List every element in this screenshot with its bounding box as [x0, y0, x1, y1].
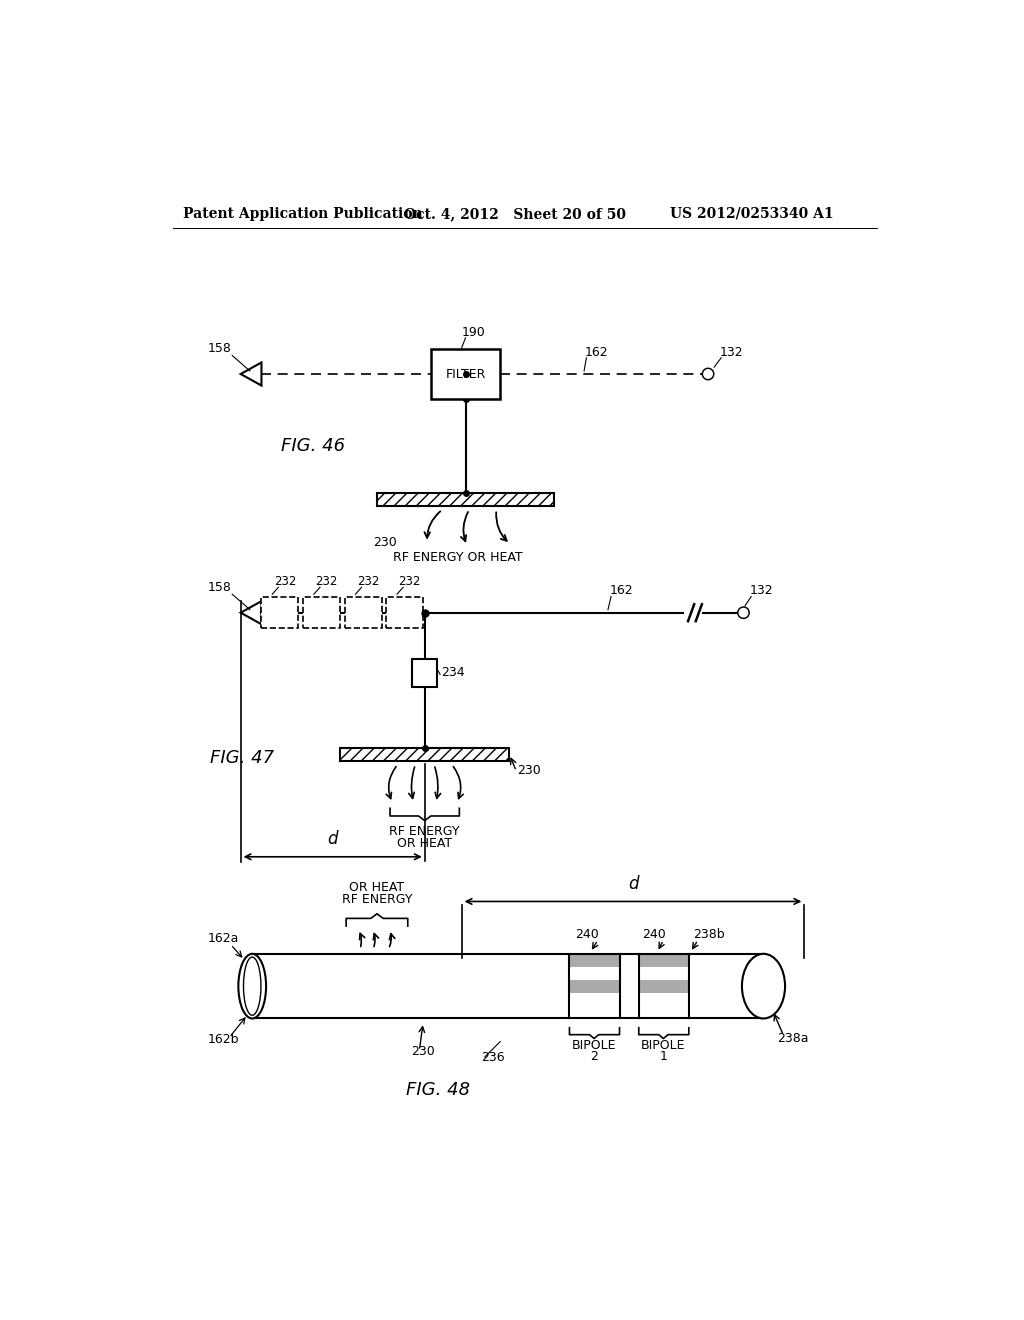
Bar [569, 966, 620, 979]
Ellipse shape [249, 977, 255, 995]
Text: 234: 234 [441, 665, 465, 678]
Text: OR HEAT: OR HEAT [349, 882, 404, 895]
Ellipse shape [245, 962, 259, 1010]
Circle shape [739, 609, 748, 616]
Text: 162: 162 [585, 346, 608, 359]
Text: BIPOLE: BIPOLE [641, 1039, 686, 1052]
Bar [639, 979, 689, 993]
Bar [639, 954, 689, 1019]
Text: 230: 230 [373, 536, 397, 549]
Bar [569, 954, 620, 966]
Bar [261, 598, 298, 628]
Text: 230: 230 [412, 1045, 435, 1059]
Text: 238b: 238b [692, 928, 724, 941]
Ellipse shape [239, 954, 266, 1019]
Bar [340, 748, 509, 760]
Text: 162a: 162a [208, 932, 239, 945]
Text: US 2012/0253340 A1: US 2012/0253340 A1 [670, 207, 834, 220]
Text: d: d [328, 830, 338, 849]
Text: FIG. 47: FIG. 47 [210, 748, 274, 767]
Bar [345, 598, 381, 627]
Bar [377, 494, 554, 506]
Bar [431, 348, 500, 399]
Text: RF ENERGY OR HEAT: RF ENERGY OR HEAT [393, 552, 522, 564]
Bar [386, 598, 423, 628]
Text: 162b: 162b [208, 1034, 239, 1047]
Text: 240: 240 [575, 928, 599, 941]
Text: 238a: 238a [777, 1032, 809, 1044]
Text: 240: 240 [643, 928, 667, 941]
Bar [387, 598, 422, 627]
Text: 236: 236 [481, 1051, 505, 1064]
Text: FILTER: FILTER [445, 367, 485, 380]
Bar [303, 598, 340, 628]
Text: 232: 232 [315, 576, 338, 587]
Bar [639, 966, 689, 979]
Text: OR HEAT: OR HEAT [397, 837, 453, 850]
Text: 132: 132 [750, 585, 773, 597]
Ellipse shape [244, 957, 261, 1015]
Text: 132: 132 [720, 346, 743, 359]
Text: 230: 230 [517, 764, 541, 776]
Text: 1: 1 [659, 1051, 668, 1063]
Bar [413, 659, 437, 686]
Text: BIPOLE: BIPOLE [571, 1039, 616, 1052]
Bar [304, 598, 339, 627]
Bar [639, 993, 689, 1006]
Text: 190: 190 [462, 326, 485, 338]
Bar [569, 979, 620, 993]
Bar [569, 954, 620, 1019]
Text: Oct. 4, 2012   Sheet 20 of 50: Oct. 4, 2012 Sheet 20 of 50 [403, 207, 626, 220]
Text: 162: 162 [609, 585, 633, 597]
Text: 158: 158 [208, 581, 231, 594]
Text: Patent Application Publication: Patent Application Publication [183, 207, 423, 220]
Ellipse shape [247, 969, 258, 1005]
Bar [345, 598, 382, 628]
Bar [569, 993, 620, 1006]
Text: d: d [628, 875, 638, 894]
Bar [639, 954, 689, 966]
Text: 232: 232 [273, 576, 296, 587]
Circle shape [703, 370, 713, 379]
Text: RF ENERGY: RF ENERGY [389, 825, 460, 838]
Bar [262, 598, 298, 627]
Text: 232: 232 [398, 576, 421, 587]
Text: FIG. 48: FIG. 48 [407, 1081, 471, 1100]
Text: 158: 158 [208, 342, 231, 355]
Ellipse shape [742, 954, 785, 1019]
Text: FIG. 46: FIG. 46 [281, 437, 345, 455]
Text: 232: 232 [357, 576, 379, 587]
Text: 2: 2 [590, 1051, 598, 1063]
Text: RF ENERGY: RF ENERGY [342, 894, 413, 906]
